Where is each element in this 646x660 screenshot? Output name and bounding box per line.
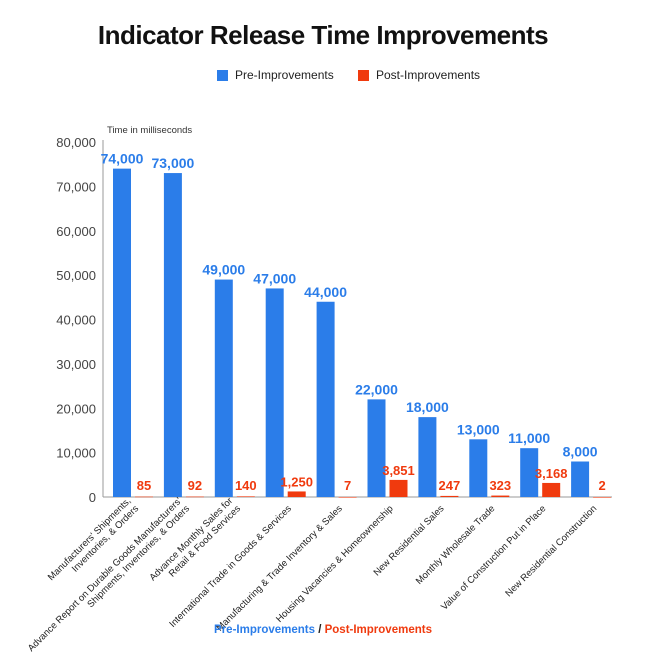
y-tick-label: 70,000 xyxy=(56,179,96,194)
bar-post xyxy=(236,496,255,497)
data-label-pre: 49,000 xyxy=(202,262,245,278)
bar-pre xyxy=(418,417,437,497)
data-label-pre: 22,000 xyxy=(355,381,398,397)
y-tick-label: 30,000 xyxy=(56,357,96,372)
bar-post xyxy=(338,496,357,498)
legend: Pre-Improvements Post-Improvements xyxy=(0,68,646,88)
y-tick-label: 80,000 xyxy=(56,135,96,150)
legend-item-post: Post-Improvements xyxy=(358,68,480,82)
bar-pre xyxy=(163,173,182,497)
bar-pre xyxy=(113,168,131,497)
bar-post xyxy=(389,479,408,497)
data-label-post: 85 xyxy=(137,478,151,493)
bar-pre xyxy=(214,279,233,497)
data-label-post: 140 xyxy=(235,478,257,493)
data-label-pre: 74,000 xyxy=(101,151,144,167)
bar-pre xyxy=(520,448,539,497)
data-label-pre: 18,000 xyxy=(406,399,449,415)
data-label-pre: 44,000 xyxy=(304,284,347,300)
footer-post: Post-Improvements xyxy=(324,624,432,636)
y-tick-label: 10,000 xyxy=(56,446,96,461)
bar-post xyxy=(185,496,204,498)
legend-swatch-pre xyxy=(217,69,228,81)
data-label-post: 3,851 xyxy=(382,463,415,478)
bar-post xyxy=(491,495,510,497)
x-tick-label: Value of Construction Put in Place xyxy=(439,503,548,612)
legend-label-post: Post-Improvements xyxy=(376,68,481,82)
data-label-post: 92 xyxy=(188,478,202,493)
bar-pre xyxy=(571,461,590,497)
y-tick-label: 20,000 xyxy=(56,401,96,416)
x-tick-label: Manufacturers' Shipments,Inventories, & … xyxy=(46,495,141,590)
data-label-pre: 73,000 xyxy=(151,155,194,171)
y-tick-label: 40,000 xyxy=(56,313,96,328)
y-axis-title: Time in milliseconds xyxy=(107,125,192,136)
bar-post xyxy=(542,482,561,497)
data-label-pre: 8,000 xyxy=(563,444,598,460)
footer-caption: Pre-Improvements / Post-Improvements xyxy=(0,624,646,636)
bar-post xyxy=(440,495,459,497)
footer-pre: Pre-Improvements xyxy=(214,624,316,636)
chart-title: Indicator Release Time Improvements xyxy=(97,20,549,50)
data-label-post: 3,168 xyxy=(535,466,568,481)
data-label-post: 247 xyxy=(439,478,461,493)
y-tick-label: 50,000 xyxy=(56,268,96,283)
y-tick-label: 0 xyxy=(89,490,96,505)
legend-label-pre: Pre-Improvements xyxy=(235,68,334,82)
bar-pre xyxy=(265,288,284,497)
legend-swatch-post xyxy=(358,69,369,81)
data-label-pre: 13,000 xyxy=(457,421,500,437)
x-tick-label-line: New Residential Construction xyxy=(503,503,599,599)
footer-separator: / xyxy=(315,624,325,636)
bar-post xyxy=(593,496,612,498)
bar-pre xyxy=(469,439,488,497)
bar-post xyxy=(287,491,306,497)
data-label-pre: 47,000 xyxy=(253,270,296,286)
y-tick-label: 60,000 xyxy=(56,224,96,239)
data-label-post: 2 xyxy=(598,478,605,493)
bar-pre xyxy=(367,399,386,497)
x-tick-label: New Residential Construction xyxy=(503,503,599,599)
data-label-post: 1,250 xyxy=(280,474,313,489)
data-label-pre: 11,000 xyxy=(508,430,550,446)
data-label-post: 7 xyxy=(344,478,351,493)
x-tick-label-line: Value of Construction Put in Place xyxy=(439,503,548,612)
data-label-post: 323 xyxy=(489,478,511,493)
bar-pre xyxy=(316,301,335,497)
bar-post xyxy=(135,496,153,498)
legend-item-pre: Pre-Improvements xyxy=(217,68,334,82)
